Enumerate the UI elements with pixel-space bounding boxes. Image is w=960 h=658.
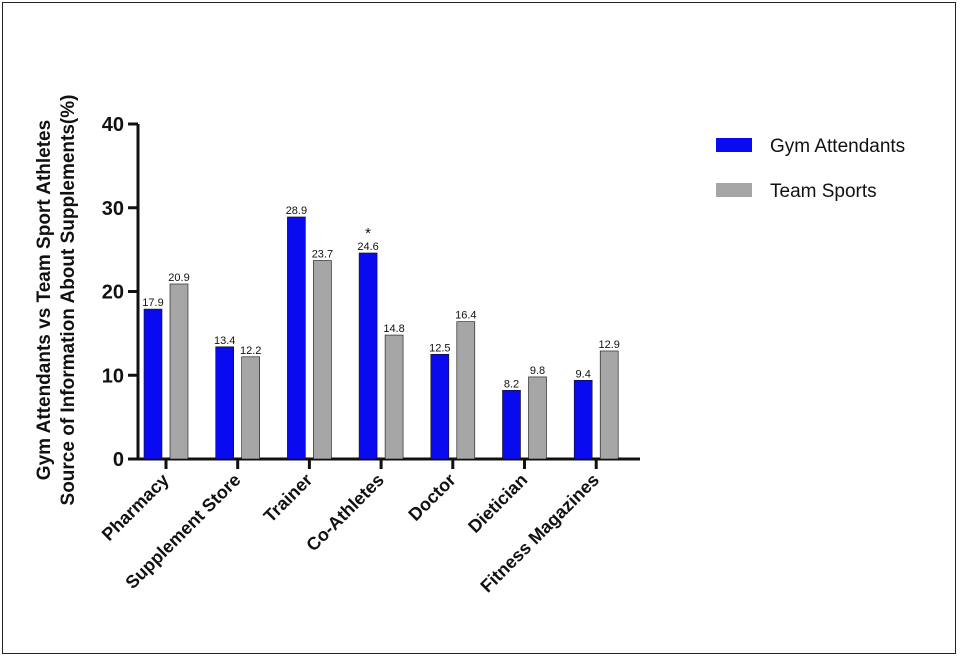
data-label: 9.8 bbox=[530, 365, 545, 377]
bar bbox=[502, 390, 521, 460]
bar bbox=[358, 252, 378, 460]
data-label: 12.2 bbox=[240, 345, 261, 357]
data-label: 20.9 bbox=[168, 272, 189, 284]
x-tick-label: Trainer bbox=[260, 470, 317, 527]
data-label: 24.6 bbox=[357, 241, 378, 253]
y-axis-title-line: Gym Attendants vs Team Sport Athletes bbox=[34, 120, 55, 480]
bar bbox=[456, 321, 476, 460]
bar bbox=[169, 283, 189, 460]
bar bbox=[287, 216, 306, 460]
bar bbox=[143, 308, 163, 460]
bars bbox=[143, 216, 619, 460]
legend-label: Gym Attendants bbox=[770, 136, 905, 157]
data-label: 13.4 bbox=[214, 335, 235, 347]
data-label: 16.4 bbox=[455, 310, 476, 322]
bar bbox=[528, 376, 547, 460]
x-tick-label: Doctor bbox=[404, 470, 459, 525]
legend: Gym Attendants Team Sports bbox=[716, 136, 905, 202]
data-label: 23.7 bbox=[312, 249, 333, 261]
y-axis-title-line: Source of Information About Supplements(… bbox=[58, 95, 79, 506]
bar bbox=[384, 334, 404, 460]
legend-label: Team Sports bbox=[770, 181, 877, 202]
bar bbox=[430, 354, 450, 460]
legend-swatch bbox=[716, 138, 752, 152]
bar bbox=[599, 350, 619, 460]
x-tick-label: Fitness Magazines bbox=[476, 470, 603, 597]
data-label: 14.8 bbox=[383, 323, 404, 335]
y-tick-label: 30 bbox=[102, 198, 124, 220]
data-labels: 17.9 20.9 13.4 12.2 28.9 23.7 24.6 14.8 12.5 16.4… bbox=[142, 205, 620, 390]
significance-marker: * bbox=[365, 225, 371, 242]
data-label: 12.5 bbox=[429, 342, 450, 354]
legend-swatch bbox=[716, 183, 752, 197]
y-tick-label: 10 bbox=[102, 365, 124, 387]
data-label: 12.9 bbox=[598, 339, 619, 351]
y-tick-label: 0 bbox=[113, 449, 124, 471]
y-axis-title: Gym Attendants vs Team Sport Athletes Sou… bbox=[34, 95, 79, 506]
data-label: 28.9 bbox=[286, 205, 307, 217]
y-tick-label: 40 bbox=[102, 114, 124, 136]
y-tick-label: 20 bbox=[102, 282, 124, 304]
x-tick-label: Pharmacy bbox=[98, 470, 173, 545]
data-label: 9.4 bbox=[576, 368, 591, 380]
x-tick-label: Co-Athletes bbox=[302, 470, 388, 556]
x-tick-label: Dietician bbox=[464, 470, 531, 537]
bar bbox=[573, 379, 593, 460]
data-label: 8.2 bbox=[504, 378, 519, 390]
bar bbox=[215, 346, 234, 460]
bar bbox=[313, 260, 332, 460]
data-label: 17.9 bbox=[142, 297, 163, 309]
bar bbox=[241, 356, 260, 460]
